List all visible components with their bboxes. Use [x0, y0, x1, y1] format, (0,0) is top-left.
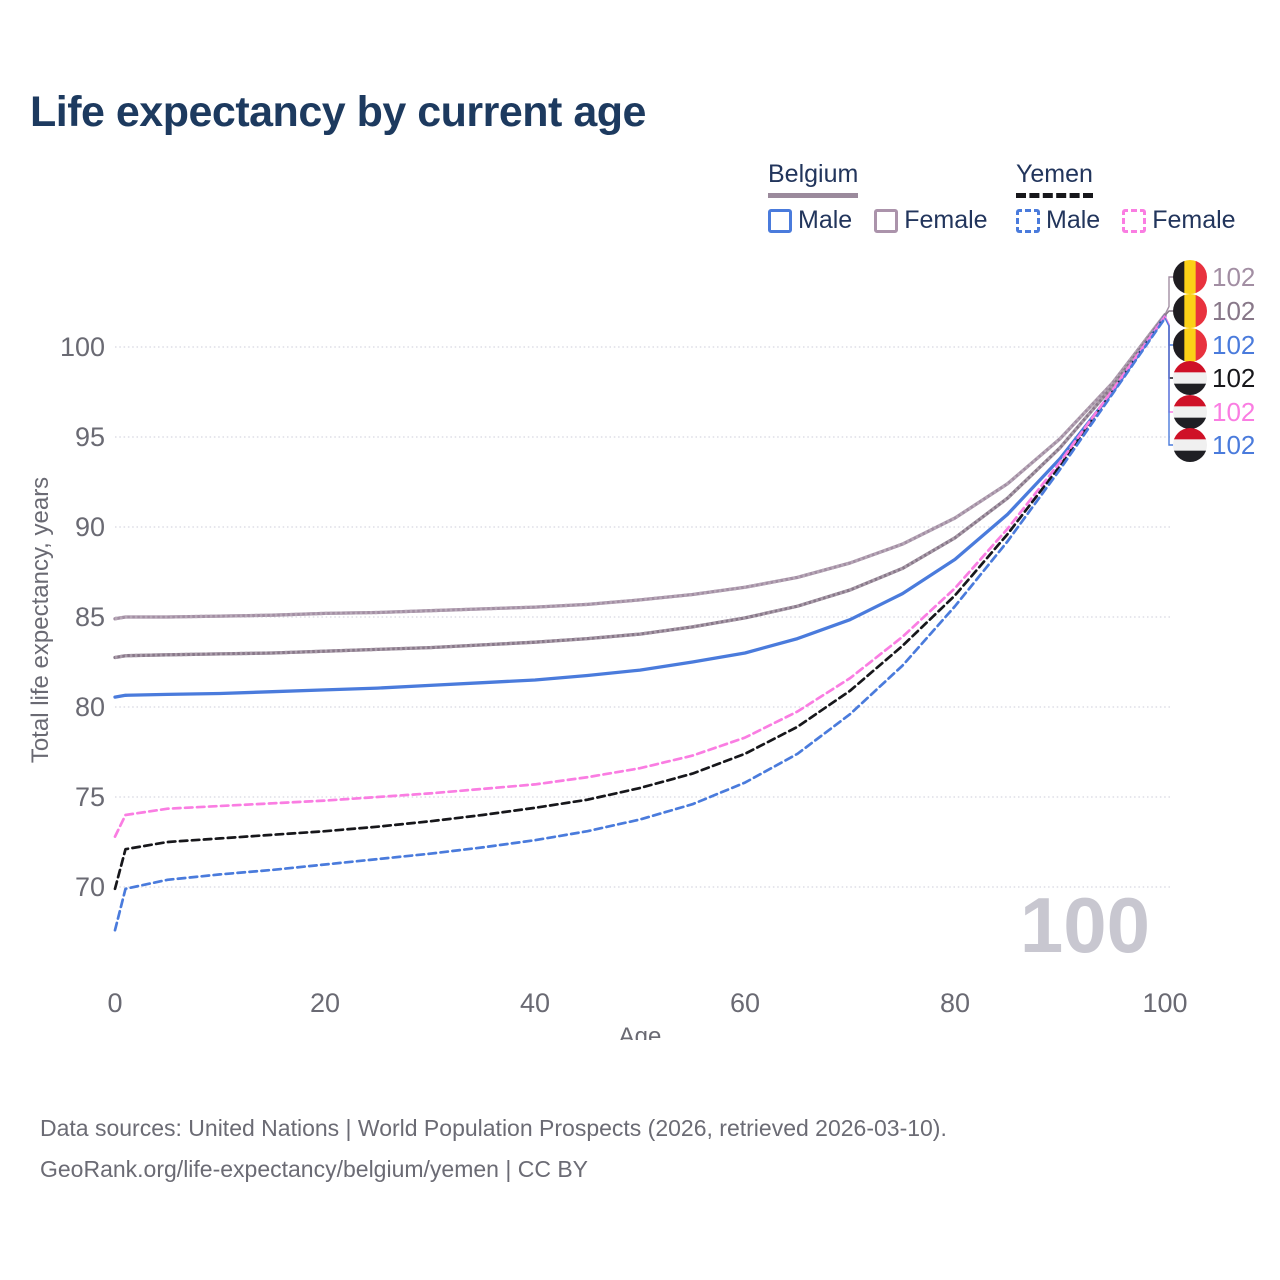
chart-plot-area: 70 75 80 85 90 95 100 0 20 40 60 80 100 Age Total life…	[0, 240, 1280, 1050]
y-tick-label: 100	[60, 332, 105, 362]
x-tick-label: 80	[940, 988, 970, 1018]
end-value-label: 102	[1212, 430, 1255, 460]
x-tick-label: 20	[310, 988, 340, 1018]
legend-country-belgium[interactable]: Belgium	[768, 160, 859, 198]
legend-swatch-yemen-female-icon	[1122, 208, 1147, 233]
legend-group-belgium: Belgium Male Female	[768, 160, 988, 235]
series-line-texture	[114, 313, 1167, 621]
legend-swatch-belgium-male-icon	[768, 208, 792, 233]
x-tick-label: 60	[730, 988, 760, 1018]
end-value-label: 102	[1212, 363, 1255, 393]
series-line-belgium-female[interactable]	[113, 312, 1167, 621]
end-value-label: 102	[1212, 296, 1255, 326]
x-tick-label: 0	[107, 988, 122, 1018]
legend-item-yemen-female[interactable]: Female	[1122, 206, 1236, 235]
footer-data-sources: Data sources: United Nations | World Pop…	[40, 1115, 947, 1141]
x-tick-label: 40	[520, 988, 550, 1018]
legend-country-yemen[interactable]: Yemen	[1016, 160, 1093, 198]
y-tick-label: 90	[75, 512, 105, 542]
flag-belgium-icon	[1173, 260, 1207, 294]
flag-belgium-icon	[1173, 294, 1207, 328]
legend-item-label: Female	[1152, 206, 1236, 234]
y-tick-label: 95	[75, 422, 105, 452]
y-axis-label: Total life expectancy, years	[27, 477, 54, 763]
y-tick-label: 80	[75, 692, 105, 722]
footer: Data sources: United Nations | World Pop…	[40, 1108, 947, 1190]
flag-yemen-icon	[1173, 428, 1207, 462]
legend-swatch-belgium-female-icon	[874, 208, 899, 233]
end-value-label: 102	[1212, 397, 1255, 427]
x-axis-label: Age	[619, 1023, 662, 1040]
leader-line	[1164, 310, 1173, 316]
flag-belgium-icon	[1173, 328, 1207, 362]
flag-yemen-icon	[1173, 361, 1207, 395]
page-title: Life expectancy by current age	[30, 88, 646, 136]
series-line-texture	[114, 314, 1167, 660]
legend-swatch-yemen-male-icon	[1016, 208, 1040, 233]
series-line-belgium-male[interactable]	[113, 314, 1167, 699]
y-tick-label: 85	[75, 602, 105, 632]
legend-item-belgium-female[interactable]: Female	[874, 206, 988, 235]
legend-item-yemen-male[interactable]: Male	[1016, 206, 1100, 235]
end-value-label: 102	[1212, 262, 1255, 292]
legend-item-label: Male	[1046, 206, 1101, 234]
series-line-yemen-female[interactable]	[113, 315, 1167, 838]
series-line-yemen-male[interactable]	[113, 316, 1167, 932]
legend-item-belgium-male[interactable]: Male	[768, 206, 852, 235]
y-tick-label: 70	[75, 872, 105, 902]
end-value-label: 102	[1212, 330, 1255, 360]
series-line-yemen[interactable]	[113, 315, 1167, 891]
life-expectancy-chart: 70 75 80 85 90 95 100 0 20 40 60 80 100 Age Total life…	[27, 260, 1255, 1050]
watermark-year: 100	[1020, 881, 1150, 969]
legend-group-yemen: Yemen Male Female	[1016, 160, 1236, 235]
leader-line	[1164, 317, 1173, 446]
y-tick-label: 75	[75, 782, 105, 812]
series-line-belgium[interactable]	[113, 313, 1167, 660]
leader-line	[1164, 276, 1173, 315]
x-tick-label: 100	[1142, 988, 1187, 1018]
legend-item-label: Female	[904, 206, 988, 234]
legend-item-label: Male	[798, 206, 853, 234]
flag-yemen-icon	[1173, 395, 1207, 429]
footer-attribution: GeoRank.org/life-expectancy/belgium/yeme…	[40, 1156, 589, 1182]
